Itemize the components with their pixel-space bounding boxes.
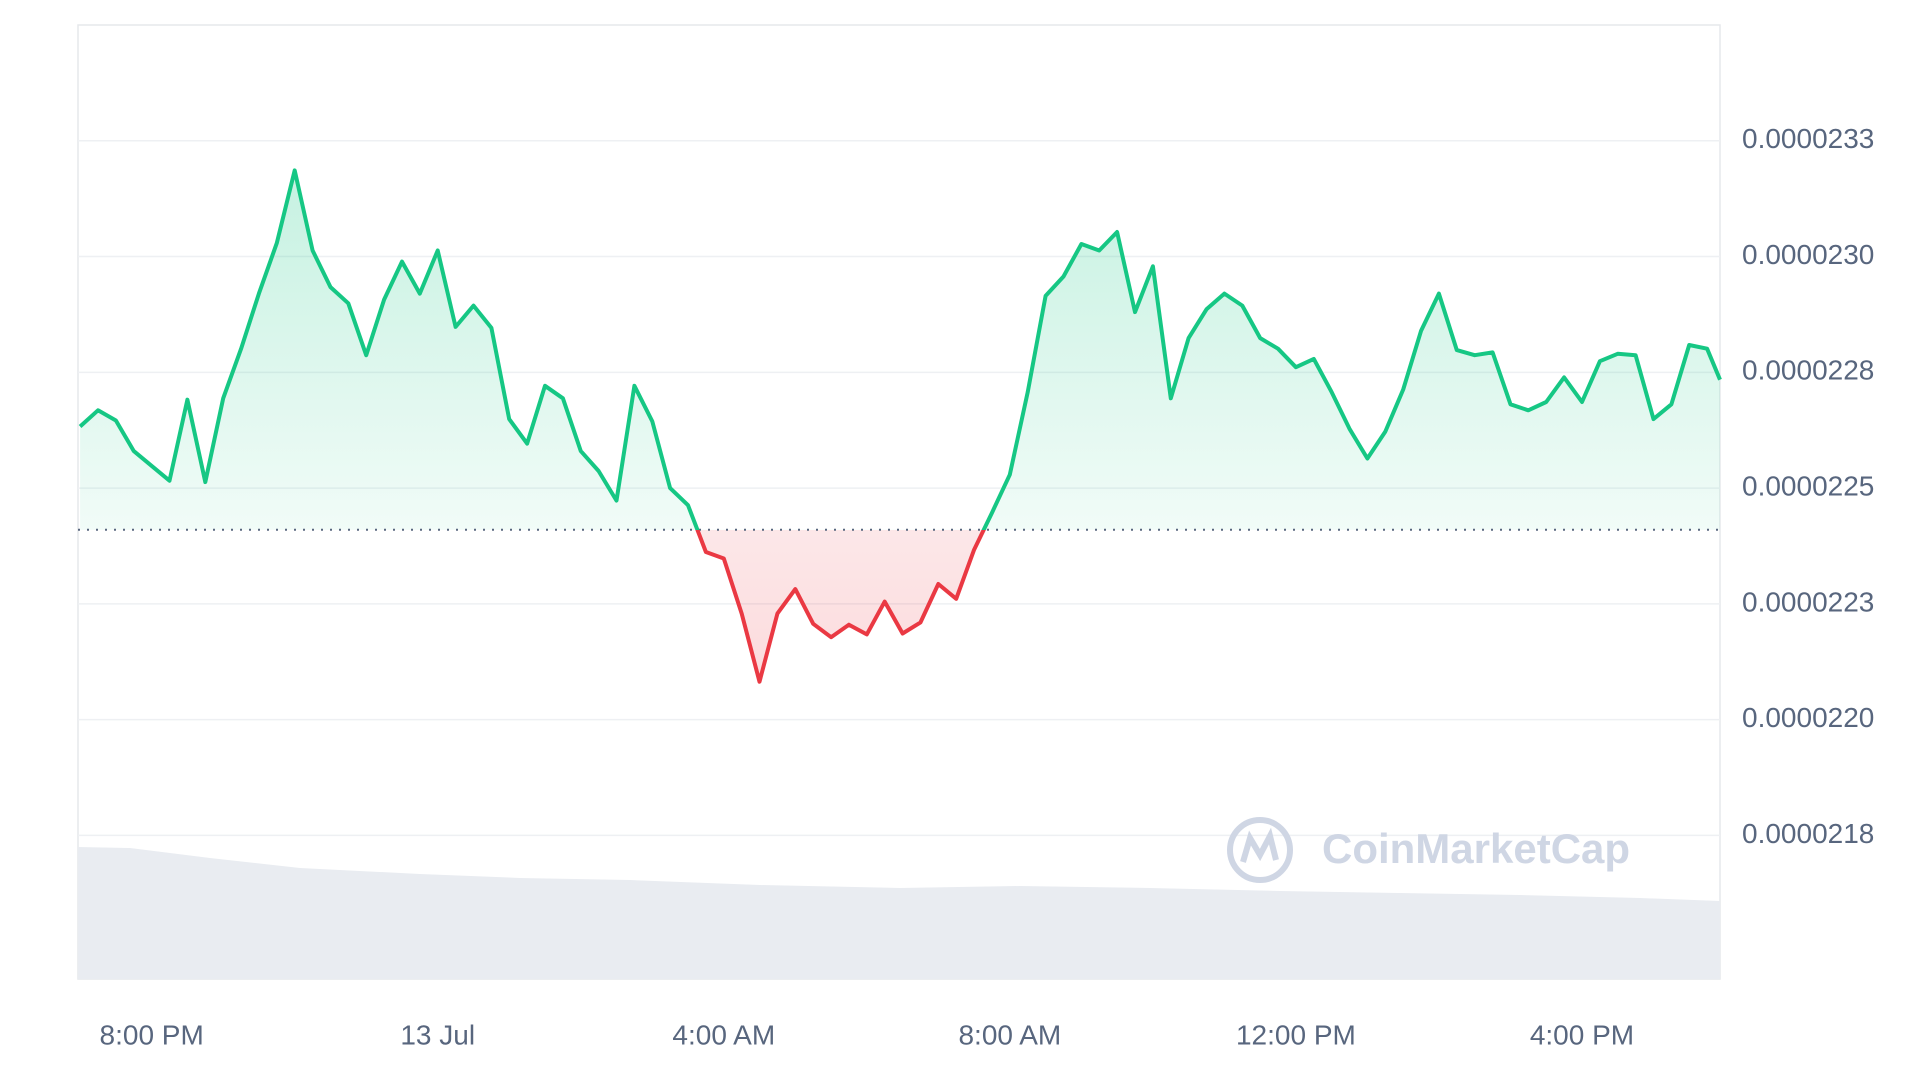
x-tick-label: 8:00 AM	[958, 1019, 1061, 1050]
y-tick-label: 0.0000228	[1742, 355, 1874, 386]
x-tick-label: 13 Jul	[400, 1019, 475, 1050]
volume-area	[78, 847, 1720, 979]
y-tick-label: 0.0000220	[1742, 702, 1874, 733]
x-tick-label: 4:00 PM	[1530, 1019, 1634, 1050]
y-tick-label: 0.0000225	[1742, 470, 1874, 501]
x-tick-label: 12:00 PM	[1236, 1019, 1356, 1050]
watermark-logo	[1227, 817, 1293, 883]
price-area	[80, 170, 1721, 682]
y-tick-label: 0.0000218	[1742, 818, 1874, 849]
price-line	[78, 168, 1722, 684]
y-tick-label: 0.0000233	[1742, 123, 1874, 154]
y-tick-label: 0.0000223	[1742, 586, 1874, 617]
x-tick-label: 8:00 PM	[100, 1019, 204, 1050]
watermark: CoinMarketCap	[1322, 825, 1630, 872]
x-tick-label: 4:00 AM	[672, 1019, 775, 1050]
y-tick-label: 0.0000230	[1742, 239, 1874, 270]
